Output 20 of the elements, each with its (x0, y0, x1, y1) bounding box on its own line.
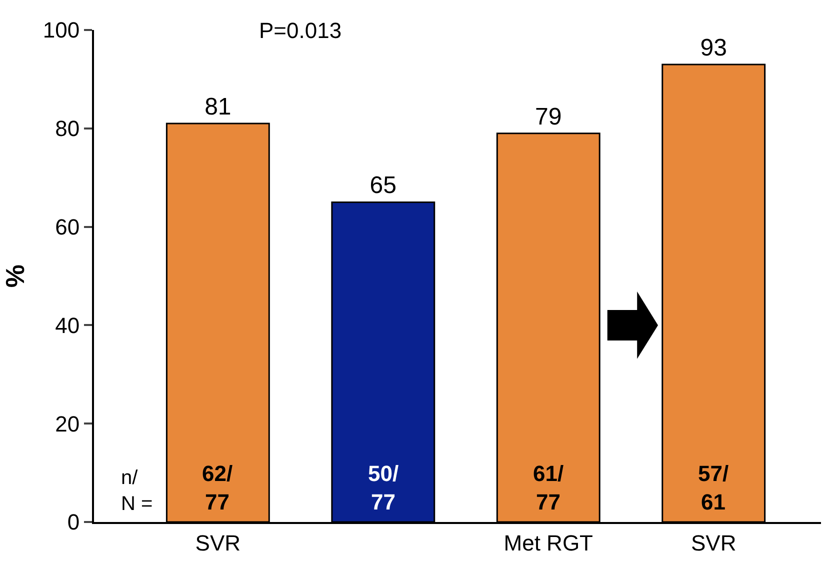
y-tick-label: 100 (42, 18, 80, 43)
y-tick-label: 60 (55, 214, 80, 240)
y-tick-label: 40 (55, 312, 80, 338)
x-tick-label: SVR (195, 530, 241, 556)
data-label: 93 (700, 34, 727, 62)
annotation: 62/ 77 (202, 461, 233, 515)
annotation: 57/ 61 (698, 461, 729, 515)
y-tick-label: 80 (55, 116, 80, 142)
y-tick-label: 20 (55, 411, 80, 436)
annotation: P=0.013 (259, 18, 342, 43)
data-label: 79 (535, 103, 562, 130)
y-axis-title: % (0, 264, 30, 288)
data-label: 81 (204, 93, 232, 120)
annotation: 61/ 77 (533, 461, 564, 515)
x-tick-label: SVR (690, 530, 736, 556)
annotation: n/ N = (121, 467, 153, 515)
y-tick-label: 0 (67, 510, 80, 535)
x-tick-label: Met RGT (504, 530, 593, 556)
annotation: 50/ 77 (368, 461, 399, 515)
data-label: 65 (370, 172, 396, 200)
